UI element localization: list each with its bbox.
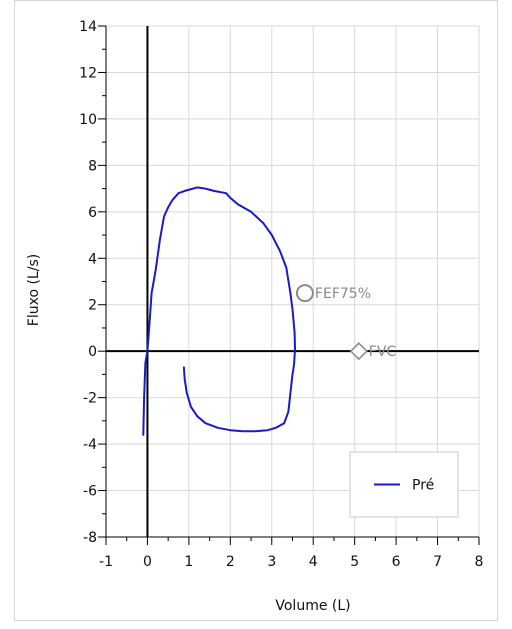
- x-tick-label: 5: [350, 554, 359, 570]
- x-tick-label: 0: [143, 554, 152, 570]
- y-axis-title: Fluxo (L/s): [26, 254, 42, 326]
- legend-box: [349, 451, 459, 518]
- legend: Pré: [349, 451, 459, 518]
- marker-label: FEF75%: [315, 286, 371, 302]
- x-tick-label: 7: [433, 554, 442, 570]
- y-tick-label: 14: [79, 19, 97, 35]
- x-tick-label: 6: [392, 554, 401, 570]
- series-line-pre: [142, 186, 296, 436]
- y-tick-label: 4: [88, 251, 97, 267]
- x-tick-label: 3: [267, 554, 276, 570]
- y-tick-label: -4: [83, 437, 97, 453]
- x-axis-title: Volume (L): [275, 598, 350, 614]
- marker-fvc: [349, 342, 368, 361]
- markers: FEF75% FVC: [295, 284, 397, 361]
- y-tick-label: 0: [88, 344, 97, 360]
- x-tick-label: -1: [99, 554, 113, 570]
- marker-label: FVC: [369, 344, 397, 360]
- series-lines: [142, 186, 296, 436]
- x-tick-label: 4: [309, 554, 318, 570]
- y-tick-label: -6: [83, 484, 97, 500]
- y-tick-label: -2: [83, 391, 97, 407]
- y-tick-label: 8: [88, 158, 97, 174]
- y-tick-label: 6: [88, 205, 97, 221]
- x-tick-label: 2: [226, 554, 235, 570]
- y-tick-label: 2: [88, 298, 97, 314]
- x-tick-label: 1: [184, 554, 193, 570]
- marker-fef75: [295, 284, 314, 303]
- x-tick-label: 8: [475, 554, 484, 570]
- y-tick-label: 12: [79, 65, 97, 81]
- legend-label: Pré: [412, 478, 434, 494]
- tick-marks: [98, 25, 480, 545]
- y-tick-label: -8: [83, 530, 97, 546]
- y-tick-label: 10: [79, 112, 97, 128]
